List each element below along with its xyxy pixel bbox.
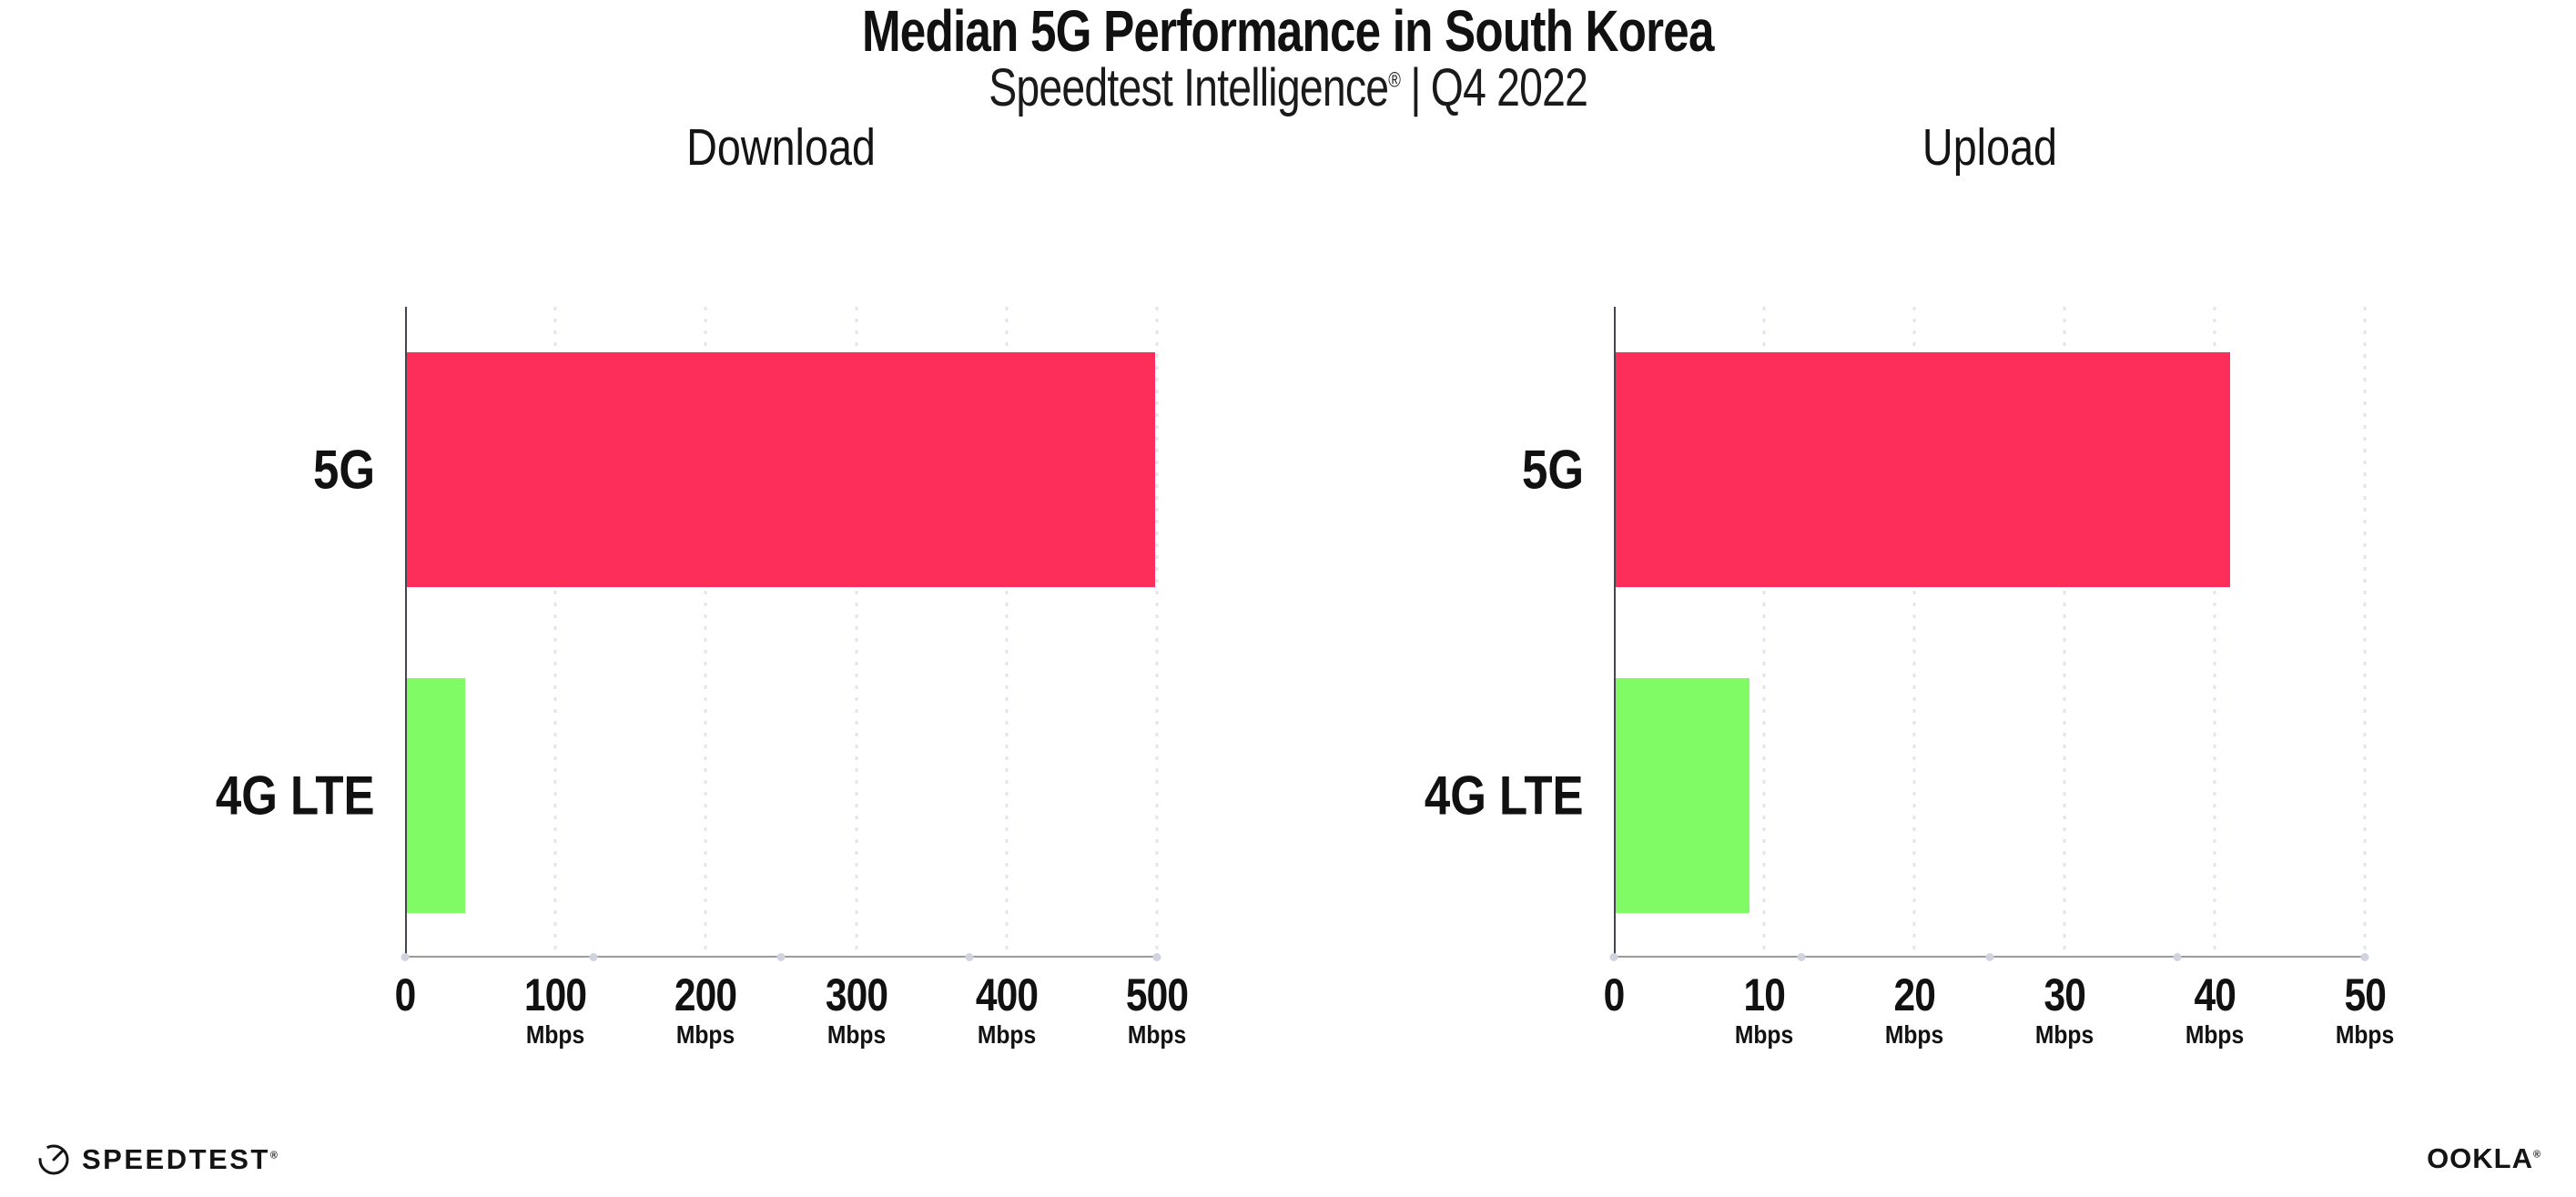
x-tick-40: 40 Mbps (2181, 972, 2247, 1050)
subtitle-separator: | (1410, 58, 1421, 117)
axis-dot (2173, 953, 2182, 961)
x-tick-300: 300 Mbps (819, 972, 892, 1050)
category-label-text: 5G (312, 439, 375, 501)
axis-dot (1152, 953, 1161, 961)
x-tick-value: 0 (394, 969, 417, 1020)
gridline-200 (704, 307, 707, 958)
x-tick-30: 30 Mbps (2031, 972, 2097, 1050)
x-tick-unit: Mbps (2034, 1020, 2094, 1049)
header: Median 5G Performance in South Korea Spe… (0, 0, 2576, 115)
upload-chart: Upload 5G 4G LTE 0 10 Mbps 20 Mbps 30 Mbps 40 Mbps… (1425, 118, 2394, 1049)
axis-dot (1609, 953, 1618, 961)
speedtest-gauge-icon (38, 1144, 69, 1175)
x-tick-10: 10 Mbps (1730, 972, 1797, 1050)
x-tick-20: 20 Mbps (1881, 972, 1947, 1050)
registered-mark: ® (1388, 67, 1401, 92)
x-tick-200: 200 Mbps (669, 972, 742, 1050)
bar-4g-lte (405, 678, 466, 913)
speedtest-wordmark: SPEEDTEST® (82, 1143, 280, 1175)
x-tick-100: 100 Mbps (519, 972, 592, 1050)
x-tick-value: 200 (674, 969, 737, 1020)
axis-dot (1797, 953, 1806, 961)
x-tick-value: 10 (1743, 969, 1785, 1020)
category-label-4g-lte: 4G LTE (188, 765, 375, 827)
x-tick-unit: Mbps (2335, 1020, 2395, 1049)
x-tick-unit: Mbps (827, 1020, 886, 1049)
category-label-text: 4G LTE (216, 765, 375, 827)
axis-dot (589, 953, 597, 961)
subtitle-period: Q4 2022 (1430, 58, 1588, 117)
x-tick-value: 500 (1125, 969, 1189, 1020)
bar-5g (405, 352, 1156, 587)
speedtest-logo: SPEEDTEST® (36, 1142, 279, 1177)
x-tick-unit: Mbps (1127, 1020, 1187, 1049)
gridline-30 (2063, 307, 2066, 958)
gridline-100 (553, 307, 557, 958)
x-tick-unit: Mbps (1884, 1020, 1944, 1049)
x-tick-500: 500 Mbps (1121, 972, 1193, 1050)
category-label-5g: 5G (302, 439, 375, 502)
gridline-50 (2363, 307, 2367, 958)
x-tick-unit: Mbps (526, 1020, 585, 1049)
gridline-500 (1155, 307, 1159, 958)
x-tick-value: 0 (1603, 969, 1626, 1020)
x-tick-unit: Mbps (977, 1020, 1036, 1049)
bar-4g-lte (1614, 678, 1749, 913)
gridline-300 (855, 307, 858, 958)
category-label-text: 5G (1521, 439, 1584, 501)
x-tick-value: 40 (2194, 969, 2236, 1020)
x-tick-unit: Mbps (676, 1020, 735, 1049)
download-chart-title: Download (686, 118, 876, 177)
ookla-registered-mark: ® (2533, 1149, 2541, 1161)
page-subtitle-text: Speedtest Intelligence® | Q4 2022 (989, 58, 1588, 117)
speedtest-registered-mark: ® (269, 1150, 280, 1161)
x-tick-value: 400 (975, 969, 1039, 1020)
category-label-4g-lte: 4G LTE (1396, 765, 1584, 827)
x-tick-value: 50 (2344, 969, 2386, 1020)
x-tick-unit: Mbps (1734, 1020, 1794, 1049)
x-tick-0: 0 (1602, 972, 1627, 1018)
x-tick-0: 0 (393, 972, 418, 1018)
x-tick-value: 30 (2044, 969, 2085, 1020)
y-axis-line (405, 307, 407, 959)
y-axis-line (1614, 307, 1616, 959)
gridline-20 (1912, 307, 1916, 958)
x-tick-value: 300 (825, 969, 887, 1020)
axis-dot (965, 953, 973, 961)
x-tick-value: 100 (524, 969, 587, 1020)
x-tick-400: 400 Mbps (970, 972, 1043, 1050)
axis-dot (401, 953, 410, 961)
axis-dot (2360, 953, 2369, 961)
axis-dot (1985, 953, 1993, 961)
gridline-40 (2213, 307, 2216, 958)
x-tick-value: 20 (1893, 969, 1935, 1020)
upload-chart-title: Upload (1922, 118, 2057, 177)
ookla-wordmark: OOKLA® (2427, 1142, 2541, 1174)
x-tick-50: 50 Mbps (2331, 972, 2398, 1050)
category-label-5g: 5G (1511, 439, 1584, 502)
x-tick-unit: Mbps (2185, 1020, 2245, 1049)
category-label-text: 4G LTE (1425, 765, 1584, 827)
download-chart: Download 5G 4G LTE 0 100 Mbps 200 Mbps 300 Mbps 4… (216, 118, 1189, 1049)
ookla-logo: OOKLA® (2427, 1142, 2541, 1175)
axis-dot (776, 953, 786, 961)
gridline-10 (1762, 307, 1766, 958)
page-subtitle: Speedtest Intelligence® | Q4 2022 (0, 62, 2576, 115)
page-title: Median 5G Performance in South Korea (862, 0, 1714, 64)
bar-5g (1614, 352, 2230, 587)
gridline-400 (1005, 307, 1009, 958)
